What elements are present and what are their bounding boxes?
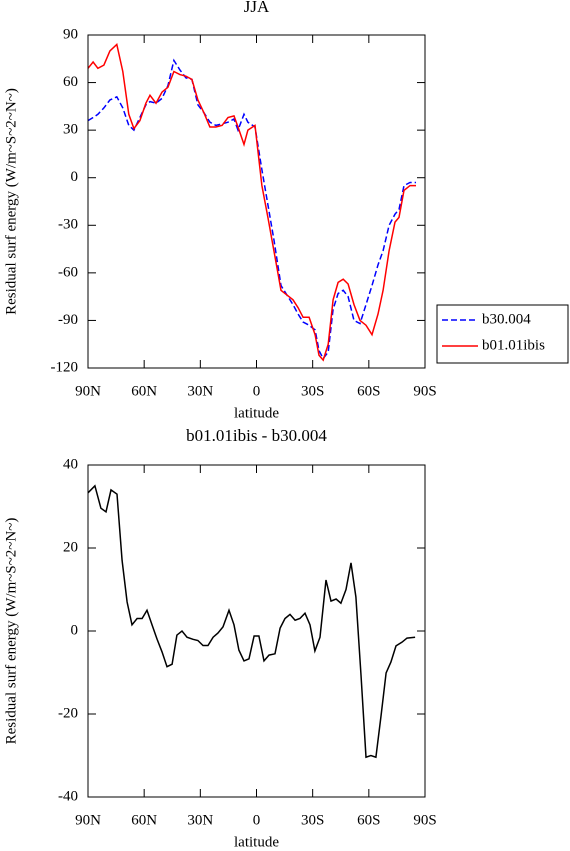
x-tick-label: 60N bbox=[131, 383, 157, 399]
x-tick-label: 90S bbox=[413, 383, 436, 399]
y-tick-label: -60 bbox=[58, 264, 78, 280]
x-tick-label: 60S bbox=[357, 383, 380, 399]
x-tick-label: 60S bbox=[357, 812, 380, 828]
x-tick-label: 90S bbox=[413, 812, 436, 828]
chart-title: b01.01ibis - b30.004 bbox=[186, 426, 327, 445]
legend-label: b30.004 bbox=[482, 311, 531, 327]
chart-title: JJA bbox=[244, 0, 270, 16]
x-tick-label: 30N bbox=[187, 383, 213, 399]
y-tick-label: -120 bbox=[51, 359, 79, 375]
y-tick-label: -20 bbox=[58, 705, 78, 721]
y-tick-label: 40 bbox=[63, 456, 78, 472]
plot-frame bbox=[87, 464, 426, 798]
y-tick-label: -40 bbox=[58, 788, 78, 804]
y-tick-label: 90 bbox=[63, 26, 78, 42]
y-tick-label: 20 bbox=[63, 539, 78, 555]
x-axis-label: latitude bbox=[234, 834, 279, 850]
series-line bbox=[87, 484, 416, 759]
x-tick-label: 0 bbox=[253, 812, 261, 828]
x-tick-label: 90N bbox=[75, 812, 101, 828]
series-line bbox=[87, 58, 416, 360]
x-tick-label: 0 bbox=[253, 383, 261, 399]
legend-box bbox=[436, 304, 569, 364]
x-tick-label: 60N bbox=[131, 812, 157, 828]
y-tick-label: 60 bbox=[63, 74, 78, 90]
y-tick-label: 0 bbox=[71, 169, 79, 185]
x-tick-label: 30S bbox=[301, 812, 324, 828]
x-tick-label: 30N bbox=[187, 812, 213, 828]
y-tick-label: 0 bbox=[71, 622, 79, 638]
y-axis-label: Residual surf energy (W/m~S~2~N~) bbox=[3, 88, 19, 315]
y-tick-label: 30 bbox=[63, 122, 78, 138]
x-tick-label: 90N bbox=[75, 383, 101, 399]
x-axis-label: latitude bbox=[234, 405, 279, 421]
series-line bbox=[87, 43, 416, 362]
y-tick-label: -90 bbox=[58, 312, 78, 328]
y-axis-label: Residual surf energy (W/m~S~2~N~) bbox=[3, 518, 19, 745]
plot-frame bbox=[87, 34, 426, 369]
y-tick-label: -30 bbox=[58, 217, 78, 233]
legend-label: b01.01ibis bbox=[482, 337, 545, 353]
x-tick-label: 30S bbox=[301, 383, 324, 399]
